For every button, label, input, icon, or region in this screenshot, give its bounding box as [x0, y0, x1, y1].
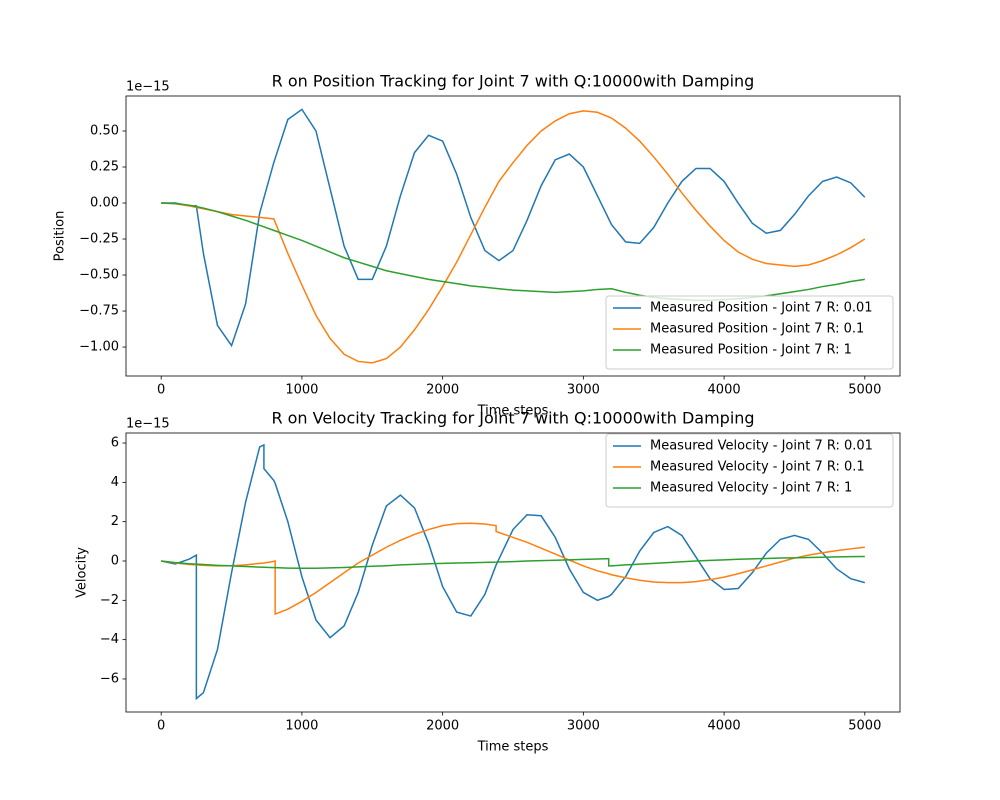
- x-tick-label: 0: [157, 719, 165, 734]
- data-line: [161, 555, 865, 570]
- y-tick-label: −0.50: [79, 268, 119, 283]
- legend-box: [605, 433, 894, 508]
- legend-label: Measured Position - Joint 7 R: 1: [650, 343, 852, 358]
- legend-label: Measured Velocity - Joint 7 R: 1: [650, 481, 852, 496]
- legend: Measured Position - Joint 7 R: 0.01 Measu…: [605, 295, 894, 370]
- axes-frame: [125, 432, 901, 713]
- y-tick-label: −6: [100, 671, 119, 686]
- data-line: [161, 522, 865, 616]
- legend: Measured Velocity - Joint 7 R: 0.01 Measu…: [605, 433, 894, 508]
- x-tick-label: 2000: [426, 383, 459, 398]
- x-tick-label: 5000: [848, 383, 881, 398]
- y-tick-label: 0.50: [90, 124, 119, 139]
- legend-label: Measured Velocity - Joint 7 R: 0.01: [650, 439, 873, 454]
- x-tick-label: 4000: [708, 719, 741, 734]
- y-tick-label: −1.00: [79, 340, 119, 355]
- y-tick-label: 2: [111, 514, 119, 529]
- axes-frame: [125, 95, 901, 377]
- x-tick-label: 3000: [567, 719, 600, 734]
- y-tick-label: −2: [100, 593, 119, 608]
- x-tick-label: 0: [157, 383, 165, 398]
- axes: 0 1000 2000 3000 4000 5000 −6 −4 −2 0 2 4 6 1e−15 R on…: [75, 409, 901, 755]
- x-axis-label: Time steps: [477, 740, 549, 755]
- chart-title: R on Velocity Tracking for Joint 7 with …: [271, 409, 754, 428]
- y-tick-label: −0.25: [79, 232, 119, 247]
- x-tick-label: 3000: [567, 383, 600, 398]
- x-tick-label: 2000: [426, 719, 459, 734]
- y-tick-label: 4: [111, 475, 119, 490]
- legend-label: Measured Velocity - Joint 7 R: 0.1: [650, 460, 865, 475]
- axis-offset-label: 1e−15: [126, 80, 170, 95]
- axis-offset-label: 1e−15: [126, 417, 170, 432]
- y-tick-label: 6: [111, 436, 119, 451]
- legend-label: Measured Position - Joint 7 R: 0.1: [650, 322, 864, 337]
- y-tick-label: 0: [111, 553, 119, 568]
- x-tick-label: 4000: [708, 383, 741, 398]
- y-axis-label: Position: [53, 211, 68, 262]
- data-line: [161, 443, 866, 701]
- x-tick-label: 5000: [848, 719, 881, 734]
- x-axis-label: Time steps: [477, 404, 549, 419]
- x-tick-label: 1000: [285, 719, 318, 734]
- y-tick-label: −4: [100, 632, 119, 647]
- legend-box: [605, 295, 894, 370]
- chart-title: R on Position Tracking for Joint 7 with …: [272, 72, 755, 91]
- y-tick-label: 0.00: [90, 196, 119, 211]
- axes: 0 1000 2000 3000 4000 5000 −1.00 −0.75 −0.50 −0.2…: [53, 72, 901, 419]
- y-tick-label: 0.25: [90, 160, 119, 175]
- legend-label: Measured Position - Joint 7 R: 0.01: [650, 301, 873, 316]
- x-tick-label: 1000: [285, 383, 318, 398]
- data-line: [161, 108, 866, 348]
- y-tick-label: −0.75: [79, 304, 119, 319]
- y-axis-label: Velocity: [75, 547, 90, 598]
- data-line: [161, 110, 866, 364]
